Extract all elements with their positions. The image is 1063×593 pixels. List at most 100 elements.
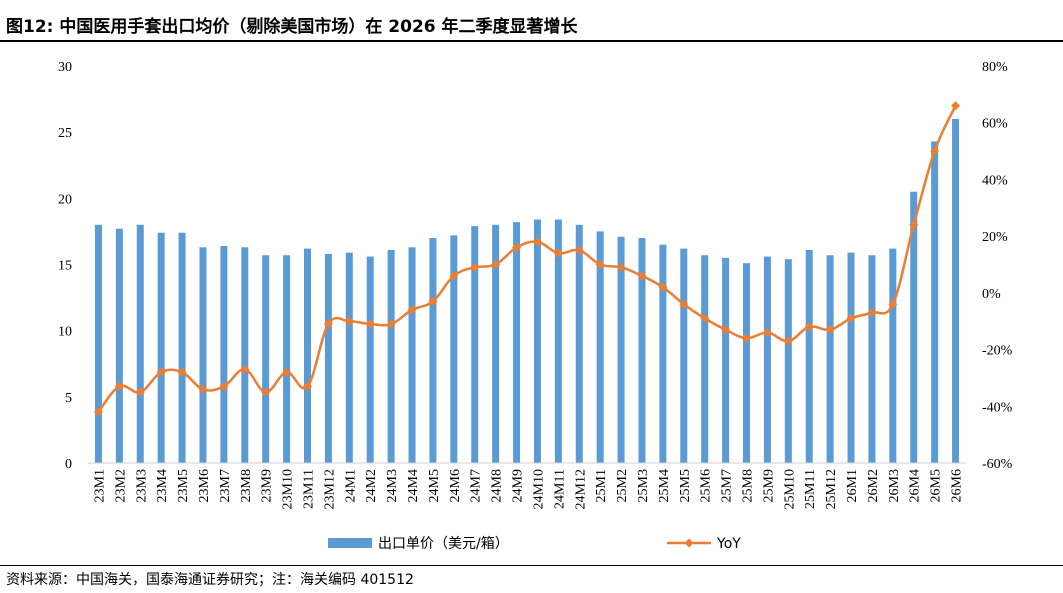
right-tick-label: 0%: [982, 287, 1001, 302]
bar: [701, 255, 709, 463]
line-series: [93, 101, 961, 417]
yoy-marker: [365, 319, 375, 329]
figure-title: 图12: 中国医用手套出口均价（剔除美国市场）在 2026 年二季度显著增长: [6, 17, 578, 37]
bar: [513, 222, 521, 463]
x-tick-label: 23M12: [322, 469, 337, 509]
bar: [868, 255, 876, 463]
x-tick-label: 23M3: [134, 469, 149, 502]
bar: [763, 256, 771, 463]
bar: [199, 247, 207, 463]
x-tick-label: 25M10: [782, 469, 797, 509]
x-tick-label: 26M2: [866, 469, 881, 502]
x-tick-label: 23M5: [176, 469, 191, 502]
bar: [575, 224, 583, 463]
legend: 出口单价（美元/箱） YoY: [328, 536, 741, 552]
yoy-marker: [637, 271, 647, 281]
x-tick-label: 23M7: [218, 469, 233, 502]
x-tick-label: 25M5: [678, 469, 693, 502]
left-axis: 0 5 10 15 20 25 30: [58, 60, 72, 472]
bar: [157, 232, 165, 463]
legend-bar-label: 出口单价（美元/箱）: [378, 536, 509, 552]
x-tick-label: 24M3: [385, 469, 400, 502]
x-tick-label: 25M8: [741, 469, 756, 502]
bar: [596, 231, 604, 463]
yoy-marker: [282, 367, 292, 377]
x-tick-label: 25M7: [720, 469, 735, 502]
left-tick-label: 10: [58, 325, 72, 340]
source-note: 资料来源：中国海关，国泰海通证券研究；注：海关编码 401512: [6, 572, 414, 588]
legend-line-marker: [684, 538, 694, 548]
yoy-marker: [825, 325, 835, 335]
bar: [283, 255, 291, 463]
yoy-marker: [574, 245, 584, 255]
bar: [115, 228, 123, 463]
bar: [471, 226, 479, 463]
right-tick-label: -60%: [982, 457, 1013, 472]
bar: [136, 224, 144, 463]
title-bar: 图12: 中国医用手套出口均价（剔除美国市场）在 2026 年二季度显著增长: [0, 0, 1063, 42]
right-axis: -60% -40% -20% 0% 20% 40% 60% 80%: [982, 60, 1013, 472]
yoy-marker: [428, 296, 438, 306]
yoy-marker: [240, 364, 250, 374]
right-tick-label: -20%: [982, 344, 1013, 359]
yoy-marker: [532, 237, 542, 247]
bar: [366, 256, 374, 463]
title-divider: [0, 40, 1063, 42]
x-tick-label: 23M6: [197, 469, 212, 502]
yoy-marker: [762, 328, 772, 338]
footer-divider: [0, 565, 1063, 566]
bar: [220, 245, 228, 463]
yoy-marker: [846, 313, 856, 323]
bar: [324, 253, 332, 463]
bar: [408, 247, 416, 463]
x-tick-label: 23M11: [302, 469, 317, 509]
x-tick-label: 24M5: [427, 469, 442, 502]
yoy-marker: [219, 381, 229, 391]
yoy-marker: [407, 305, 417, 315]
x-tick-label: 24M12: [573, 469, 588, 509]
yoy-marker: [93, 407, 103, 417]
bar: [889, 248, 897, 463]
x-tick-label: 23M1: [92, 469, 107, 502]
yoy-marker: [470, 262, 480, 272]
x-tick-label: 23M8: [239, 469, 254, 502]
x-tick-label: 26M6: [950, 469, 965, 502]
yoy-marker: [804, 322, 814, 332]
x-tick-label: 25M6: [699, 469, 714, 502]
x-tick-label: 25M4: [657, 469, 672, 502]
bar: [805, 249, 813, 463]
x-tick-label: 24M2: [364, 469, 379, 502]
yoy-marker: [344, 316, 354, 326]
yoy-marker: [721, 325, 731, 335]
x-tick-label: 24M8: [490, 469, 505, 502]
yoy-marker: [491, 260, 501, 269]
x-tick-label: 24M4: [406, 469, 421, 502]
left-tick-label: 0: [65, 457, 72, 472]
yoy-marker: [114, 381, 124, 391]
right-tick-label: 40%: [982, 173, 1008, 188]
yoy-marker: [177, 367, 187, 377]
x-tick-label: 25M1: [594, 469, 609, 502]
x-tick-label: 24M11: [552, 469, 567, 509]
yoy-marker: [449, 271, 459, 281]
bar: [931, 141, 939, 463]
right-tick-label: 20%: [982, 230, 1008, 245]
legend-line-label: YoY: [716, 536, 741, 552]
yoy-marker: [135, 387, 145, 397]
left-tick-label: 15: [58, 259, 72, 274]
yoy-marker: [909, 220, 919, 230]
x-tick-label: 23M4: [155, 469, 170, 502]
left-tick-label: 30: [58, 60, 72, 75]
x-tick-label: 23M2: [113, 469, 128, 502]
bar: [784, 259, 792, 463]
bar: [241, 247, 249, 463]
x-tick-label: 26M4: [908, 469, 923, 502]
yoy-marker: [951, 101, 961, 111]
x-tick-label: 24M7: [469, 469, 484, 502]
left-tick-label: 20: [58, 192, 72, 207]
x-tick-label: 26M1: [845, 469, 860, 502]
bar: [638, 238, 646, 463]
x-tick-label: 25M9: [761, 469, 776, 502]
yoy-marker: [323, 319, 333, 329]
